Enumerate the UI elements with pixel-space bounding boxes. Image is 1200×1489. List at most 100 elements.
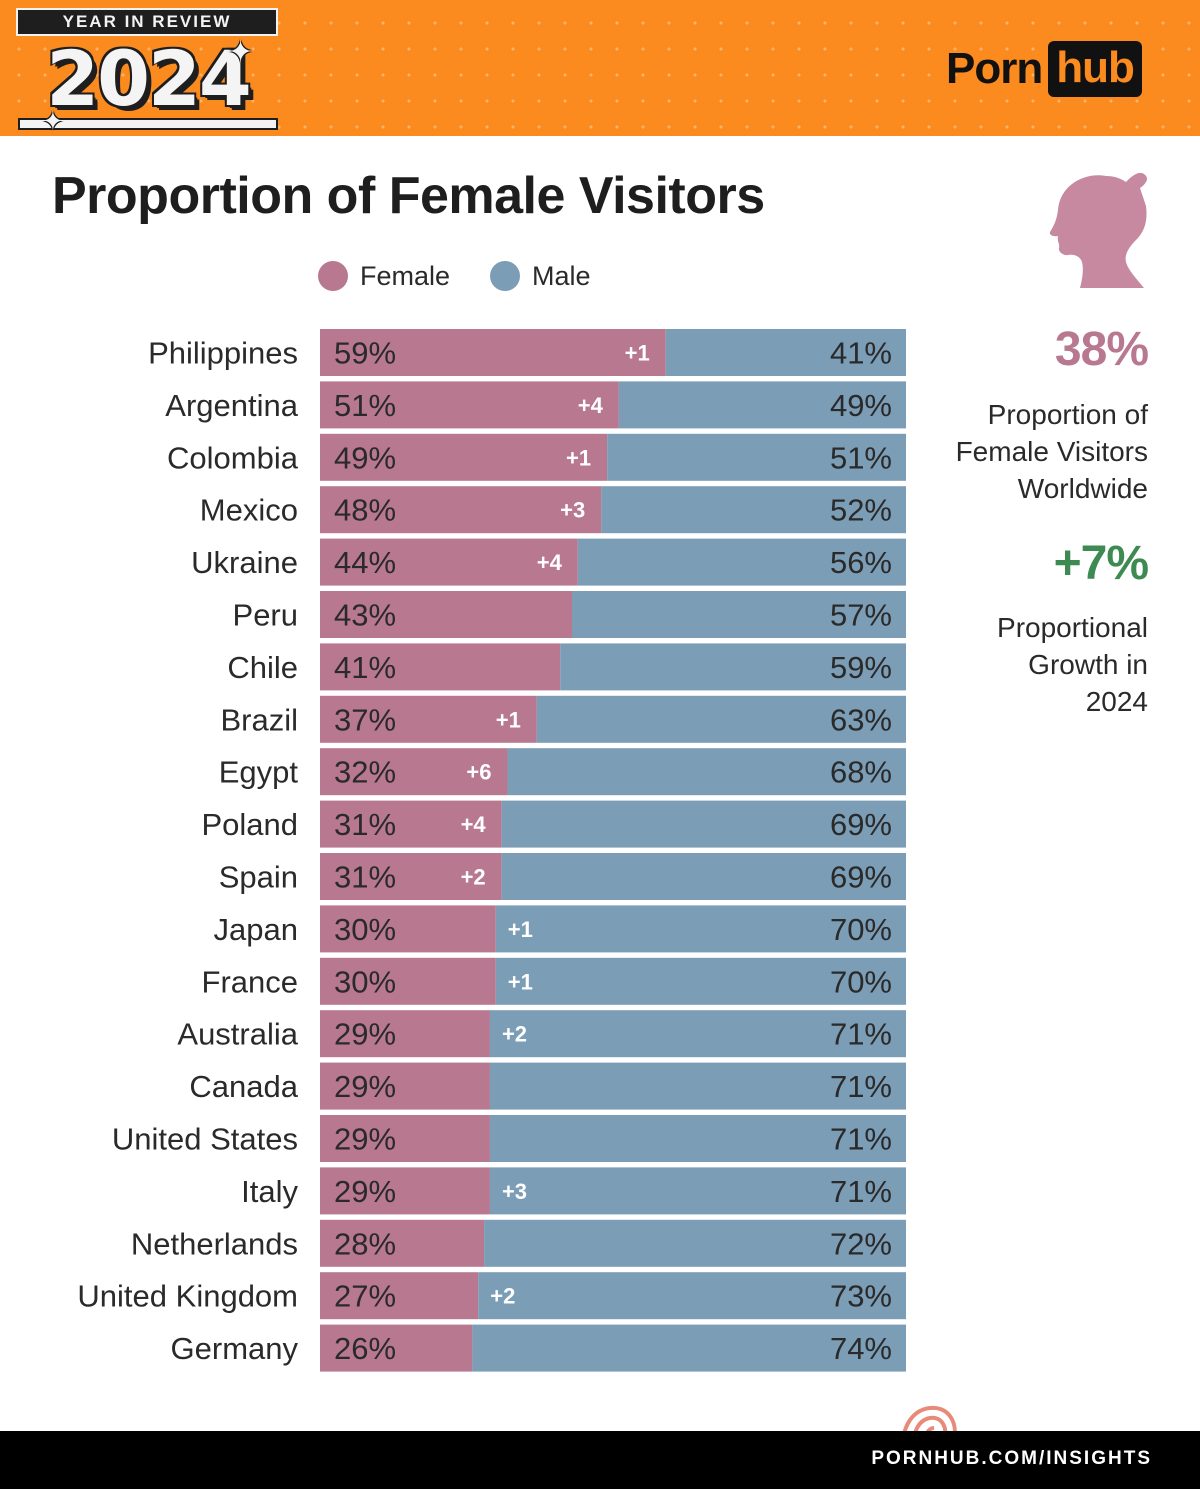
value-label-female: 48% xyxy=(334,493,396,528)
bar-male xyxy=(618,381,906,429)
growth-caption: Proportional Growth in 2024 xyxy=(888,609,1148,720)
change-label: +2 xyxy=(502,1022,527,1047)
category-label: United Kingdom xyxy=(77,1279,298,1314)
bar-male xyxy=(571,591,906,638)
brand-logo: Porn hub xyxy=(946,38,1142,100)
footer-bar: PORNHUB.COM/INSIGHTS xyxy=(0,1431,1200,1489)
category-label: Poland xyxy=(201,807,298,842)
value-label-female: 26% xyxy=(334,1331,396,1366)
caption-line: Worldwide xyxy=(1017,473,1148,504)
bar-female xyxy=(320,381,619,429)
category-label: Ukraine xyxy=(191,545,298,580)
bar-female xyxy=(320,538,578,586)
bar-female xyxy=(320,329,666,376)
category-label: Canada xyxy=(189,1069,298,1104)
bar-male xyxy=(501,800,906,848)
bar-male xyxy=(484,1219,906,1267)
value-label-male: 71% xyxy=(830,1122,892,1157)
category-label: Germany xyxy=(171,1331,299,1366)
category-label: Italy xyxy=(241,1174,298,1209)
caption-line: Proportional xyxy=(997,612,1148,643)
change-label: +4 xyxy=(578,393,604,418)
category-label: United States xyxy=(112,1122,298,1157)
change-label: +2 xyxy=(490,1284,515,1309)
badge-caption: YEAR IN REVIEW xyxy=(16,8,278,36)
bar-male xyxy=(507,748,906,796)
bar-male xyxy=(560,643,906,691)
value-label-male: 70% xyxy=(830,964,892,999)
value-label-male: 63% xyxy=(830,702,892,737)
bar-female xyxy=(320,486,602,534)
value-label-male: 52% xyxy=(830,493,892,528)
badge-year: 2024 xyxy=(46,34,252,123)
value-label-male: 57% xyxy=(830,598,892,633)
change-label: +1 xyxy=(508,917,533,942)
value-label-male: 72% xyxy=(830,1226,892,1261)
value-label-female: 49% xyxy=(334,440,396,475)
bar-female xyxy=(320,1115,490,1162)
bar-male xyxy=(489,1062,906,1110)
value-label-female: 44% xyxy=(334,545,396,580)
change-label: +1 xyxy=(508,969,533,994)
worldwide-female-caption: Proportion of Female Visitors Worldwide xyxy=(888,396,1148,507)
category-label: Argentina xyxy=(165,388,298,423)
logo-text-left: Porn xyxy=(946,44,1043,93)
value-label-male: 71% xyxy=(830,1174,892,1209)
legend-swatch-male xyxy=(490,261,521,291)
insights-url: PORNHUB.COM/INSIGHTS xyxy=(871,1448,1152,1469)
bar-female xyxy=(320,695,537,743)
value-label-male: 74% xyxy=(830,1331,892,1366)
value-label-female: 28% xyxy=(334,1226,396,1261)
bar-female xyxy=(320,905,496,953)
bar-male xyxy=(489,1010,906,1058)
bar-female xyxy=(320,1167,490,1215)
value-label-male: 68% xyxy=(830,755,892,790)
bar-male xyxy=(607,433,906,481)
value-label-male: 56% xyxy=(830,545,892,580)
category-label: Philippines xyxy=(148,336,298,371)
category-label: Spain xyxy=(219,860,298,895)
legend-item-male: Male xyxy=(490,261,591,292)
header-band: YEAR IN REVIEW 2024 ✦ ✦ Porn hub xyxy=(0,0,1200,136)
bar-male xyxy=(472,1324,906,1372)
growth-percent: +7% xyxy=(1053,537,1149,590)
value-label-female: 27% xyxy=(334,1279,396,1314)
change-label: +1 xyxy=(566,445,591,470)
change-label: +4 xyxy=(537,550,563,575)
change-label: +6 xyxy=(466,760,491,785)
value-label-female: 29% xyxy=(334,1122,396,1157)
bar-male xyxy=(489,1167,906,1215)
value-label-female: 30% xyxy=(334,964,396,999)
bar-female xyxy=(320,957,496,1005)
value-label-male: 51% xyxy=(830,440,892,475)
value-label-female: 29% xyxy=(334,1017,396,1052)
value-label-male: 69% xyxy=(830,807,892,842)
year-in-review-badge: YEAR IN REVIEW 2024 ✦ ✦ xyxy=(16,8,280,136)
caption-line: Female Visitors xyxy=(955,436,1148,467)
sparkle-icon: ✦ xyxy=(42,106,64,136)
bar-female xyxy=(320,853,502,900)
change-label: +3 xyxy=(502,1179,527,1204)
bar-female xyxy=(320,1219,485,1267)
bar-male xyxy=(665,329,906,376)
bar-female xyxy=(320,1324,473,1372)
value-label-female: 32% xyxy=(334,755,396,790)
category-label: Peru xyxy=(233,598,298,633)
bar-male xyxy=(577,538,906,586)
value-label-female: 31% xyxy=(334,807,396,842)
value-label-male: 71% xyxy=(830,1069,892,1104)
bar-male xyxy=(536,695,906,743)
legend-label-male: Male xyxy=(532,260,591,291)
bar-male xyxy=(501,853,906,900)
bar-male xyxy=(495,905,906,953)
value-label-female: 29% xyxy=(334,1174,396,1209)
change-label: +1 xyxy=(625,341,650,366)
bar-female xyxy=(320,800,502,848)
bar-male xyxy=(489,1115,906,1162)
badge-underline xyxy=(18,118,278,130)
legend-label-female: Female xyxy=(360,260,451,291)
bar-female xyxy=(320,748,508,796)
value-label-female: 41% xyxy=(334,650,396,685)
value-label-male: 69% xyxy=(830,860,892,895)
woman-silhouette-icon xyxy=(1049,172,1147,288)
